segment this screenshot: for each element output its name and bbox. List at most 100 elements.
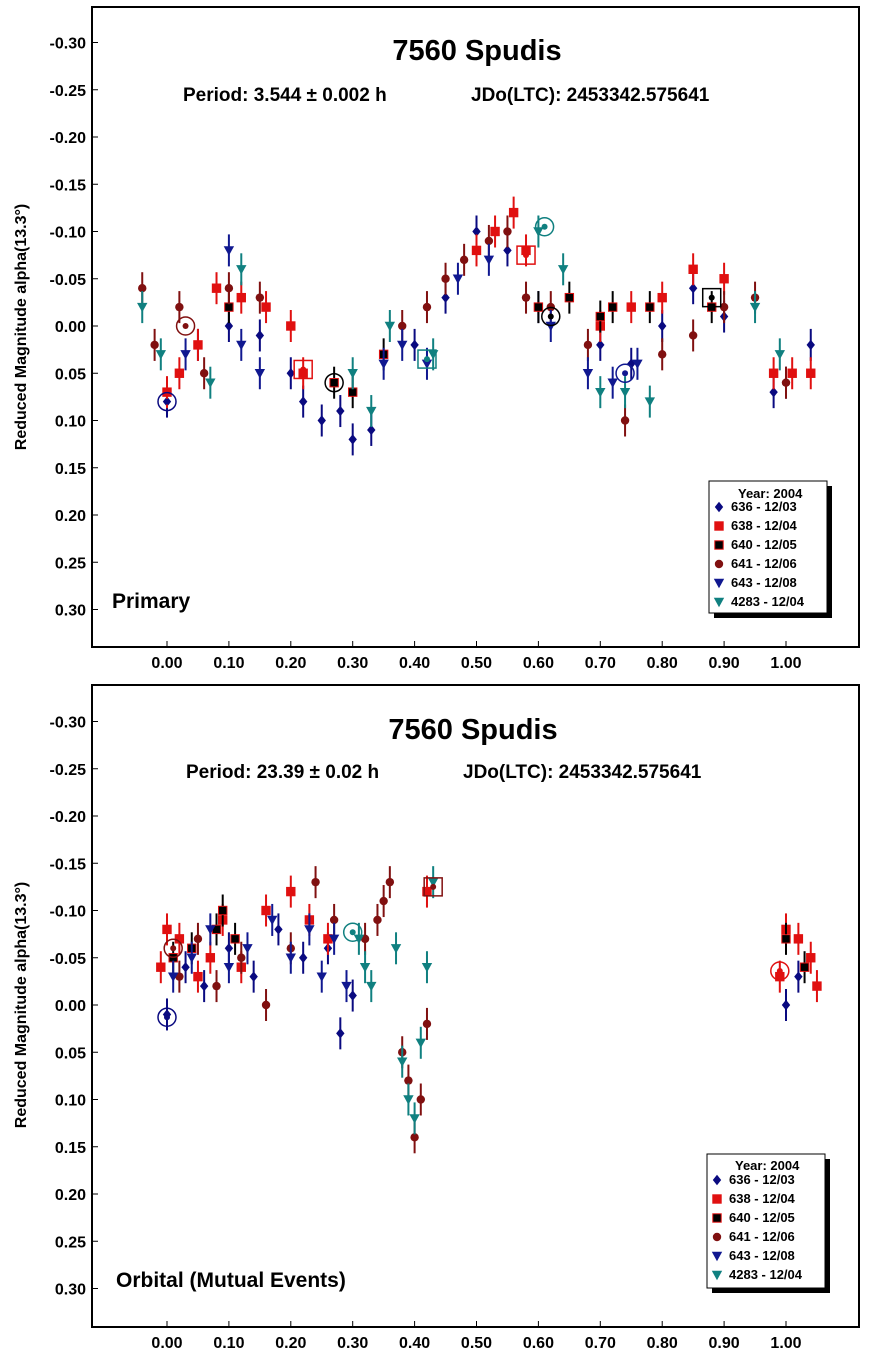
primary-data-point (503, 227, 512, 236)
orbital-legend-entry: 638 - 12/04 (729, 1191, 796, 1206)
orbital-data-point (390, 944, 402, 954)
primary-y-tick-label: -0.30 (50, 36, 87, 53)
orbital-data-point (336, 1028, 345, 1039)
primary-data-point (384, 321, 396, 332)
primary-x-tick-label: 0.60 (523, 655, 554, 672)
primary-x-tick-label: 1.00 (770, 655, 801, 672)
primary-y-tick-label: 0.00 (55, 319, 86, 336)
orbital-x-tick-label: 0.90 (709, 1335, 740, 1352)
primary-data-point (410, 339, 419, 351)
orbital-data-point (348, 990, 357, 1001)
primary-data-point (175, 302, 184, 312)
primary-x-tick-label: 0.40 (399, 655, 430, 672)
orbital-legend-entry: 4283 - 12/04 (729, 1267, 803, 1282)
orbital-data-point (397, 1057, 408, 1067)
primary-y-tick-label: -0.05 (50, 272, 87, 289)
orbital-x-tick-label: 0.80 (647, 1335, 678, 1352)
orbital-reference-marker (157, 1007, 177, 1028)
primary-reference-marker (417, 349, 437, 369)
orbital-legend-entry: 640 - 12/05 (729, 1210, 795, 1225)
primary-data-point (688, 331, 698, 340)
primary-data-point (658, 320, 667, 332)
primary-data-point (596, 339, 605, 351)
primary-data-point (471, 245, 482, 256)
orbital-y-tick-label: -0.05 (50, 951, 87, 968)
orbital-data-point (186, 953, 197, 963)
primary-x-tick-label: 0.20 (275, 655, 306, 672)
primary-legend-entry: 640 - 12/05 (731, 537, 797, 552)
primary-data-point (595, 311, 605, 322)
orbital-chart-title: 7560 Spudis (388, 714, 557, 746)
orbital-data-point (249, 971, 258, 982)
orbital-legend-title: Year: 2004 (735, 1158, 800, 1173)
primary-data-point (211, 283, 222, 293)
orbital-data-point (286, 886, 296, 897)
primary-y-tick-label: 0.20 (55, 508, 86, 525)
primary-data-point (607, 378, 618, 388)
orbital-data-point (193, 971, 203, 982)
primary-data-point (138, 284, 147, 293)
primary-reference-point (622, 370, 629, 377)
orbital-data-point (799, 962, 810, 972)
primary-data-point (199, 369, 209, 378)
primary-legend-entry: 636 - 12/03 (731, 499, 797, 514)
orbital-reference-point (170, 945, 177, 952)
primary-x-tick-label: 0.80 (647, 655, 678, 672)
orbital-reference-point (430, 883, 437, 890)
primary-y-tick-label: 0.30 (55, 603, 86, 620)
primary-data-point (619, 387, 631, 398)
primary-data-point (459, 255, 469, 265)
orbital-data-point (212, 981, 221, 991)
primary-data-point (583, 340, 593, 350)
orbital-y-tick-label: -0.30 (50, 715, 87, 732)
primary-data-point (422, 302, 432, 312)
orbital-y-tick-label: 0.00 (55, 998, 86, 1015)
primary-data-point (205, 378, 216, 388)
primary-data-point (508, 207, 519, 218)
primary-data-point (223, 246, 235, 256)
orbital-data-point (199, 980, 209, 992)
primary-data-point (645, 302, 655, 312)
orbital-data-point (403, 1095, 414, 1105)
primary-data-point (582, 369, 594, 379)
orbital-data-point (360, 934, 370, 944)
primary-reference-marker (516, 245, 536, 265)
primary-reference-point (547, 313, 554, 320)
primary-reference-point (164, 398, 170, 405)
primary-data-point (286, 368, 295, 379)
orbital-reference-point (164, 1014, 170, 1021)
primary-reference-point (331, 379, 338, 386)
orbital-data-point (274, 924, 283, 935)
primary-legend-swatch (714, 521, 724, 531)
orbital-legend-swatch (712, 1174, 722, 1186)
orbital-data-point (230, 934, 240, 944)
orbital-x-tick-label: 0.70 (585, 1335, 616, 1352)
orbital-y-tick-label: 0.25 (55, 1234, 86, 1251)
orbital-data-point (373, 915, 382, 925)
primary-data-point (483, 255, 495, 266)
primary-y-tick-label: -0.15 (50, 177, 87, 194)
primary-data-point (193, 340, 203, 350)
primary-data-point (298, 396, 308, 407)
primary-data-point (441, 274, 450, 283)
orbital-data-point (175, 972, 184, 981)
primary-legend-swatch (714, 540, 724, 550)
orbital-reference-marker (163, 938, 183, 959)
primary-data-point (484, 236, 494, 246)
primary-data-point (254, 369, 266, 379)
orbital-data-point (366, 981, 377, 992)
orbital-data-point (193, 934, 203, 944)
orbital-data-point (329, 915, 339, 925)
orbital-reference-marker (342, 922, 363, 942)
primary-legend-entry: 643 - 12/08 (731, 575, 797, 590)
primary-legend-swatch (714, 501, 724, 513)
primary-legend-box (708, 480, 828, 614)
orbital-data-point (224, 943, 234, 954)
orbital-legend-entry: 636 - 12/03 (729, 1172, 795, 1187)
orbital-data-point (812, 981, 822, 991)
primary-data-point (545, 321, 556, 332)
primary-data-point (155, 350, 167, 360)
primary-data-point (688, 283, 698, 294)
primary-data-point (255, 330, 265, 341)
